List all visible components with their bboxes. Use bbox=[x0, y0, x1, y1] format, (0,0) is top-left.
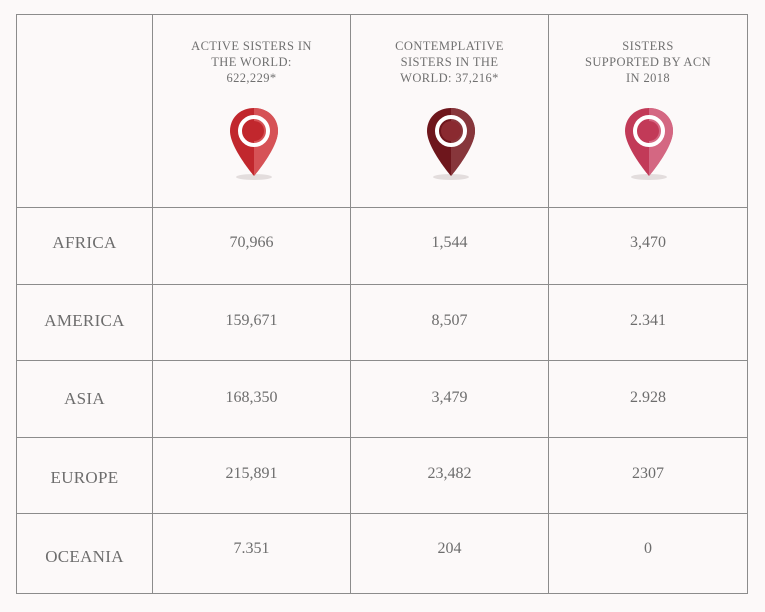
column-divider bbox=[548, 14, 549, 594]
header-line: ACTIVE SISTERS IN bbox=[191, 39, 312, 53]
row-divider bbox=[16, 207, 748, 208]
table-cell: 3,479 bbox=[431, 389, 468, 406]
region-label: OCEANIA bbox=[45, 546, 124, 566]
header-label: CONTEMPLATIVE SISTERS IN THE WORLD: 37,2… bbox=[351, 38, 548, 86]
table-cell: 8,507 bbox=[431, 311, 468, 329]
table-cell: 2307 bbox=[632, 464, 664, 482]
header-cell: SISTERS SUPPORTED BY ACN IN 2018 bbox=[549, 15, 747, 207]
table-cell: 70,966 bbox=[229, 234, 274, 251]
region-label: ASIA bbox=[64, 389, 105, 408]
column-divider bbox=[350, 14, 351, 594]
header-line: SISTERS bbox=[622, 39, 674, 53]
table-cell: 1,544 bbox=[431, 234, 468, 251]
region-label: AMERICA bbox=[44, 310, 125, 330]
table-cell: 159,671 bbox=[225, 311, 278, 329]
header-line: SUPPORTED BY ACN bbox=[584, 55, 712, 69]
location-pin-icon bbox=[427, 108, 475, 180]
header-label: SISTERS SUPPORTED BY ACN IN 2018 bbox=[549, 38, 747, 86]
row-divider bbox=[16, 360, 748, 361]
location-pin-icon bbox=[625, 108, 673, 180]
header-line: CONTEMPLATIVE bbox=[395, 39, 504, 53]
region-label: AFRICA bbox=[52, 233, 117, 252]
header-cell: CONTEMPLATIVE SISTERS IN THE WORLD: 37,2… bbox=[351, 15, 548, 207]
header-line: 622,229* bbox=[226, 71, 277, 85]
table-cell: 2.928 bbox=[630, 389, 666, 406]
header-label: ACTIVE SISTERS IN THE WORLD: 622,229* bbox=[153, 38, 350, 86]
table-cell: 215,891 bbox=[225, 464, 278, 482]
header-line: SISTERS IN THE bbox=[400, 55, 499, 69]
table-cell: 168,350 bbox=[225, 389, 278, 406]
table-cell: 7.351 bbox=[233, 539, 270, 557]
table-border-right bbox=[747, 14, 748, 594]
table-cell: 204 bbox=[437, 539, 462, 557]
table-border-bottom bbox=[16, 593, 748, 594]
table-border-left bbox=[16, 14, 17, 594]
header-cell: ACTIVE SISTERS IN THE WORLD: 622,229* bbox=[153, 15, 350, 207]
table-cell: 3,470 bbox=[630, 234, 666, 251]
header-line: WORLD: 37,216* bbox=[400, 71, 499, 85]
table-cell: 23,482 bbox=[427, 464, 472, 482]
table-cell: 0 bbox=[644, 539, 652, 557]
table-cell: 2.341 bbox=[630, 311, 666, 329]
header-line: IN 2018 bbox=[625, 71, 671, 85]
row-divider bbox=[16, 284, 748, 285]
column-divider bbox=[152, 14, 153, 594]
region-label: EUROPE bbox=[50, 467, 119, 487]
header-line: THE WORLD: bbox=[211, 55, 292, 69]
row-divider bbox=[16, 513, 748, 514]
table-border-top bbox=[16, 14, 748, 15]
location-pin-icon bbox=[230, 108, 278, 180]
row-divider bbox=[16, 437, 748, 438]
